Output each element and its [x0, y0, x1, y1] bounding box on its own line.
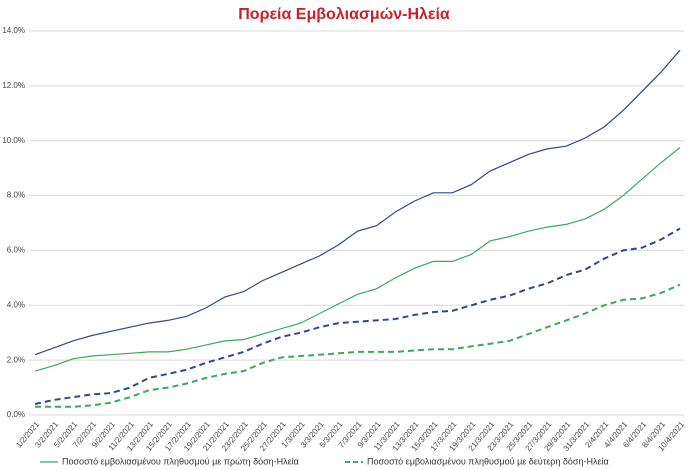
y-tick-label: 14.0%	[2, 26, 25, 35]
y-tick-label: 4.0%	[7, 300, 25, 309]
legend-label: Ποσοστό εμβολιασμένου πληθυσμού με πρώτη…	[62, 456, 299, 466]
series-line	[34, 49, 681, 356]
series-line	[34, 227, 681, 405]
series-line	[34, 147, 681, 372]
y-tick-label: 2.0%	[7, 355, 25, 364]
legend-label: Ποσοστό εμβολιασμένου πληθυσμού με δεύτε…	[367, 456, 609, 466]
y-tick-label: 6.0%	[7, 246, 25, 255]
chart-title: Πορεία Εμβολιασμών-Ηλεία	[238, 6, 450, 23]
y-tick-label: 0.0%	[7, 410, 25, 419]
y-tick-label: 8.0%	[7, 191, 25, 200]
y-tick-label: 10.0%	[2, 136, 25, 145]
y-tick-label: 12.0%	[2, 81, 25, 90]
